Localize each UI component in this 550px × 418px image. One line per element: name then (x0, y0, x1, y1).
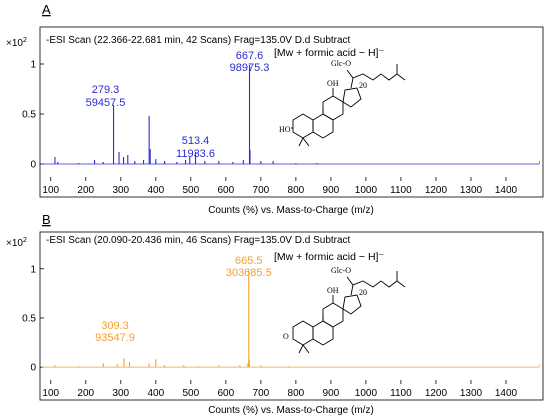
panel-b-structure: Glc-O OH 20 O (283, 266, 406, 354)
x-tick-label: 600 (217, 185, 234, 196)
x-tick-label: 1200 (425, 185, 448, 196)
x-tick-label: 700 (253, 185, 270, 196)
c20-label: 20 (359, 288, 367, 297)
x-tick-label: 200 (77, 388, 94, 399)
gem-methyl-1 (298, 137, 304, 147)
x-tick-label: 100 (42, 388, 59, 399)
x-tick-label: 1400 (495, 185, 518, 196)
peak-intensity-label: 59457.5 (86, 97, 126, 109)
x-tick-label: 1000 (355, 185, 378, 196)
panel-b-adduct-label: [Mw + formic acid − H]⁻ (274, 251, 384, 263)
side-chain-methyl (396, 280, 406, 288)
x-tick-label: 900 (323, 185, 340, 196)
x-tick-label: 1200 (425, 388, 448, 399)
ring-d (342, 294, 362, 315)
gem-methyl-1 (298, 344, 304, 354)
x-tick-label: 500 (182, 185, 199, 196)
panel-a-adduct-label: [Mw + formic acid − H]⁻ (274, 47, 384, 59)
panel-a-frame (39, 26, 544, 198)
x-tick-label: 1300 (460, 388, 483, 399)
x-tick-label: 600 (217, 388, 234, 399)
panel-a-scan-title: -ESI Scan (22.366-22.681 min, 42 Scans) … (46, 35, 351, 46)
x-tick-label: 1300 (460, 185, 483, 196)
ho-label: HO (279, 125, 291, 134)
x-tick-label: 900 (323, 388, 340, 399)
x-tick-label: 800 (288, 185, 305, 196)
x-tick-label: 700 (253, 388, 270, 399)
x-tick-label: 200 (77, 185, 94, 196)
peak-mz-label: 513.4 (182, 135, 210, 147)
x-tick-label: 1000 (355, 388, 378, 399)
panel-b-scan-title: -ESI Scan (20.090-20.436 min, 46 Scans) … (46, 235, 351, 246)
ring-b (312, 113, 334, 139)
x-tick-label: 1100 (390, 185, 412, 196)
glc-o-label: Glc-O (331, 266, 351, 275)
gem-methyl-2 (302, 137, 310, 147)
x-tick-label: 300 (112, 388, 129, 399)
panel-b-x-axis-title: Counts (%) vs. Mass-to-Charge (m/z) (208, 405, 374, 416)
side-chain-methyl (396, 73, 406, 81)
ring-a (292, 113, 314, 139)
ring-a (292, 320, 314, 346)
peak-mz-label: 279.3 (92, 84, 120, 96)
panel-b-scale-label: ×102 (6, 237, 27, 249)
y-tick-label: 0 (30, 363, 36, 374)
peak-intensity-label: 98975.3 (230, 62, 270, 74)
side-chain (350, 271, 398, 296)
x-tick-label: 400 (147, 185, 164, 196)
x-tick-label: 400 (147, 388, 164, 399)
panel-a-scale-label: ×102 (6, 37, 27, 49)
panel-a-structure: Glc-O OH 20 HO (279, 59, 406, 147)
panel-b: B ×102 -ESI Scan (20.090-20.436 min, 46 … (6, 212, 544, 416)
y-tick-label: 0.5 (22, 313, 36, 324)
c20-label: 20 (359, 81, 367, 90)
peak-intensity-label: 93547.9 (95, 332, 135, 344)
x-tick-label: 800 (288, 388, 305, 399)
peak-mz-label: 667.6 (236, 50, 264, 62)
peak-intensity-label: 11933.6 (176, 148, 215, 160)
oh-label: OH (327, 286, 339, 295)
panel-b-frame (39, 231, 544, 401)
y-tick-label: 0 (30, 160, 36, 171)
glc-o-label: Glc-O (331, 59, 351, 68)
panel-b-label: B (42, 212, 51, 227)
ring-b (312, 320, 334, 346)
y-tick-label: 0.5 (22, 110, 36, 121)
x-tick-label: 300 (112, 185, 129, 196)
peak-mz-label: 665.5 (235, 255, 263, 267)
panel-a: A ×102 -ESI Scan (22.366-22.681 min, 42 … (6, 2, 544, 216)
ring-d (342, 87, 362, 108)
panel-a-label: A (42, 2, 51, 17)
peak-intensity-label: 303685.5 (226, 267, 272, 279)
ring-c (322, 95, 344, 121)
x-tick-label: 1100 (390, 388, 412, 399)
oh-label: OH (327, 79, 339, 88)
y-tick-label: 1 (30, 60, 36, 71)
keto-oxygen-label: O (283, 332, 289, 341)
panel-a-x-axis-title: Counts (%) vs. Mass-to-Charge (m/z) (208, 205, 374, 216)
glc-bond (346, 276, 354, 286)
gem-methyl-2 (302, 344, 310, 354)
peak-mz-label: 309.3 (101, 320, 129, 332)
side-chain (350, 64, 398, 89)
x-tick-label: 500 (182, 388, 199, 399)
ring-c (322, 302, 344, 328)
x-tick-label: 100 (42, 185, 59, 196)
glc-bond (346, 69, 354, 79)
x-tick-label: 1400 (495, 388, 518, 399)
y-tick-label: 1 (30, 264, 36, 275)
